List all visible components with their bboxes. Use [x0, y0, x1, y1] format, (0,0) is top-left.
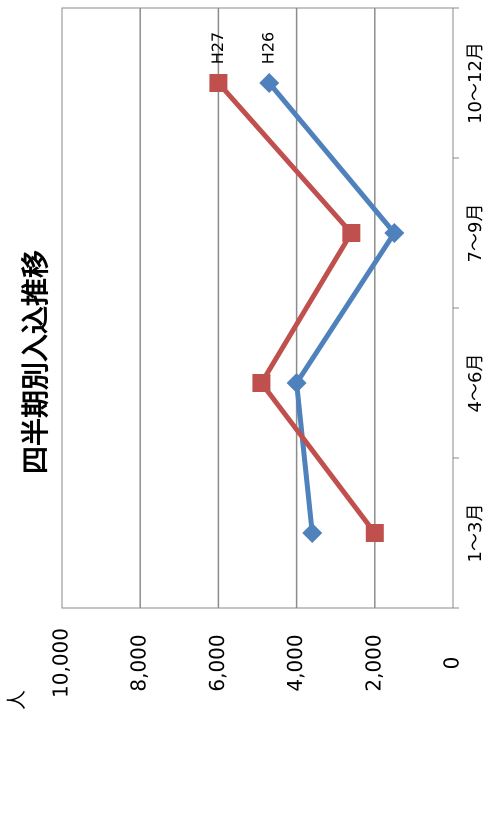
plot-area — [61, 7, 454, 609]
category-label: 1～3月 — [465, 504, 486, 563]
category-labels: 1～3月 4～6月 7～9月 10～12月 — [465, 42, 486, 562]
category-label: 10～12月 — [465, 42, 486, 124]
category-label: 4～6月 — [465, 354, 486, 413]
series-label-H26: H26 — [259, 32, 278, 64]
data-point-H26 — [259, 73, 280, 93]
series-line-H27 — [216, 81, 377, 535]
y-tick-label: 10,000 — [49, 628, 73, 698]
series-group — [209, 73, 405, 543]
category-label: 7～9月 — [465, 204, 486, 263]
y-tick-labels: 0 2,000 4,000 6,000 8,000 10,000 — [49, 628, 464, 698]
data-point-H27 — [209, 74, 228, 92]
axes — [452, 7, 459, 609]
data-point-H26 — [286, 373, 307, 393]
chart-title: 四半期別入込推移 — [19, 250, 52, 474]
y-tick-label: 2,000 — [361, 634, 385, 691]
data-point-H26 — [302, 523, 323, 543]
legend: H26 H27 — [208, 32, 278, 64]
data-point-H27 — [252, 374, 271, 392]
y-tick-label: 0 — [440, 657, 464, 670]
series-line-H26 — [267, 81, 397, 534]
data-point-H27 — [342, 224, 361, 242]
y-tick-label: 8,000 — [127, 634, 151, 691]
y-tick-label: 6,000 — [205, 634, 229, 691]
series-label-H27: H27 — [208, 32, 227, 64]
data-point-H26 — [384, 223, 405, 243]
gridlines — [139, 8, 376, 608]
y-axis-unit-label: 人 — [5, 690, 29, 710]
y-tick-label: 4,000 — [283, 634, 307, 691]
data-point-H27 — [365, 524, 384, 542]
